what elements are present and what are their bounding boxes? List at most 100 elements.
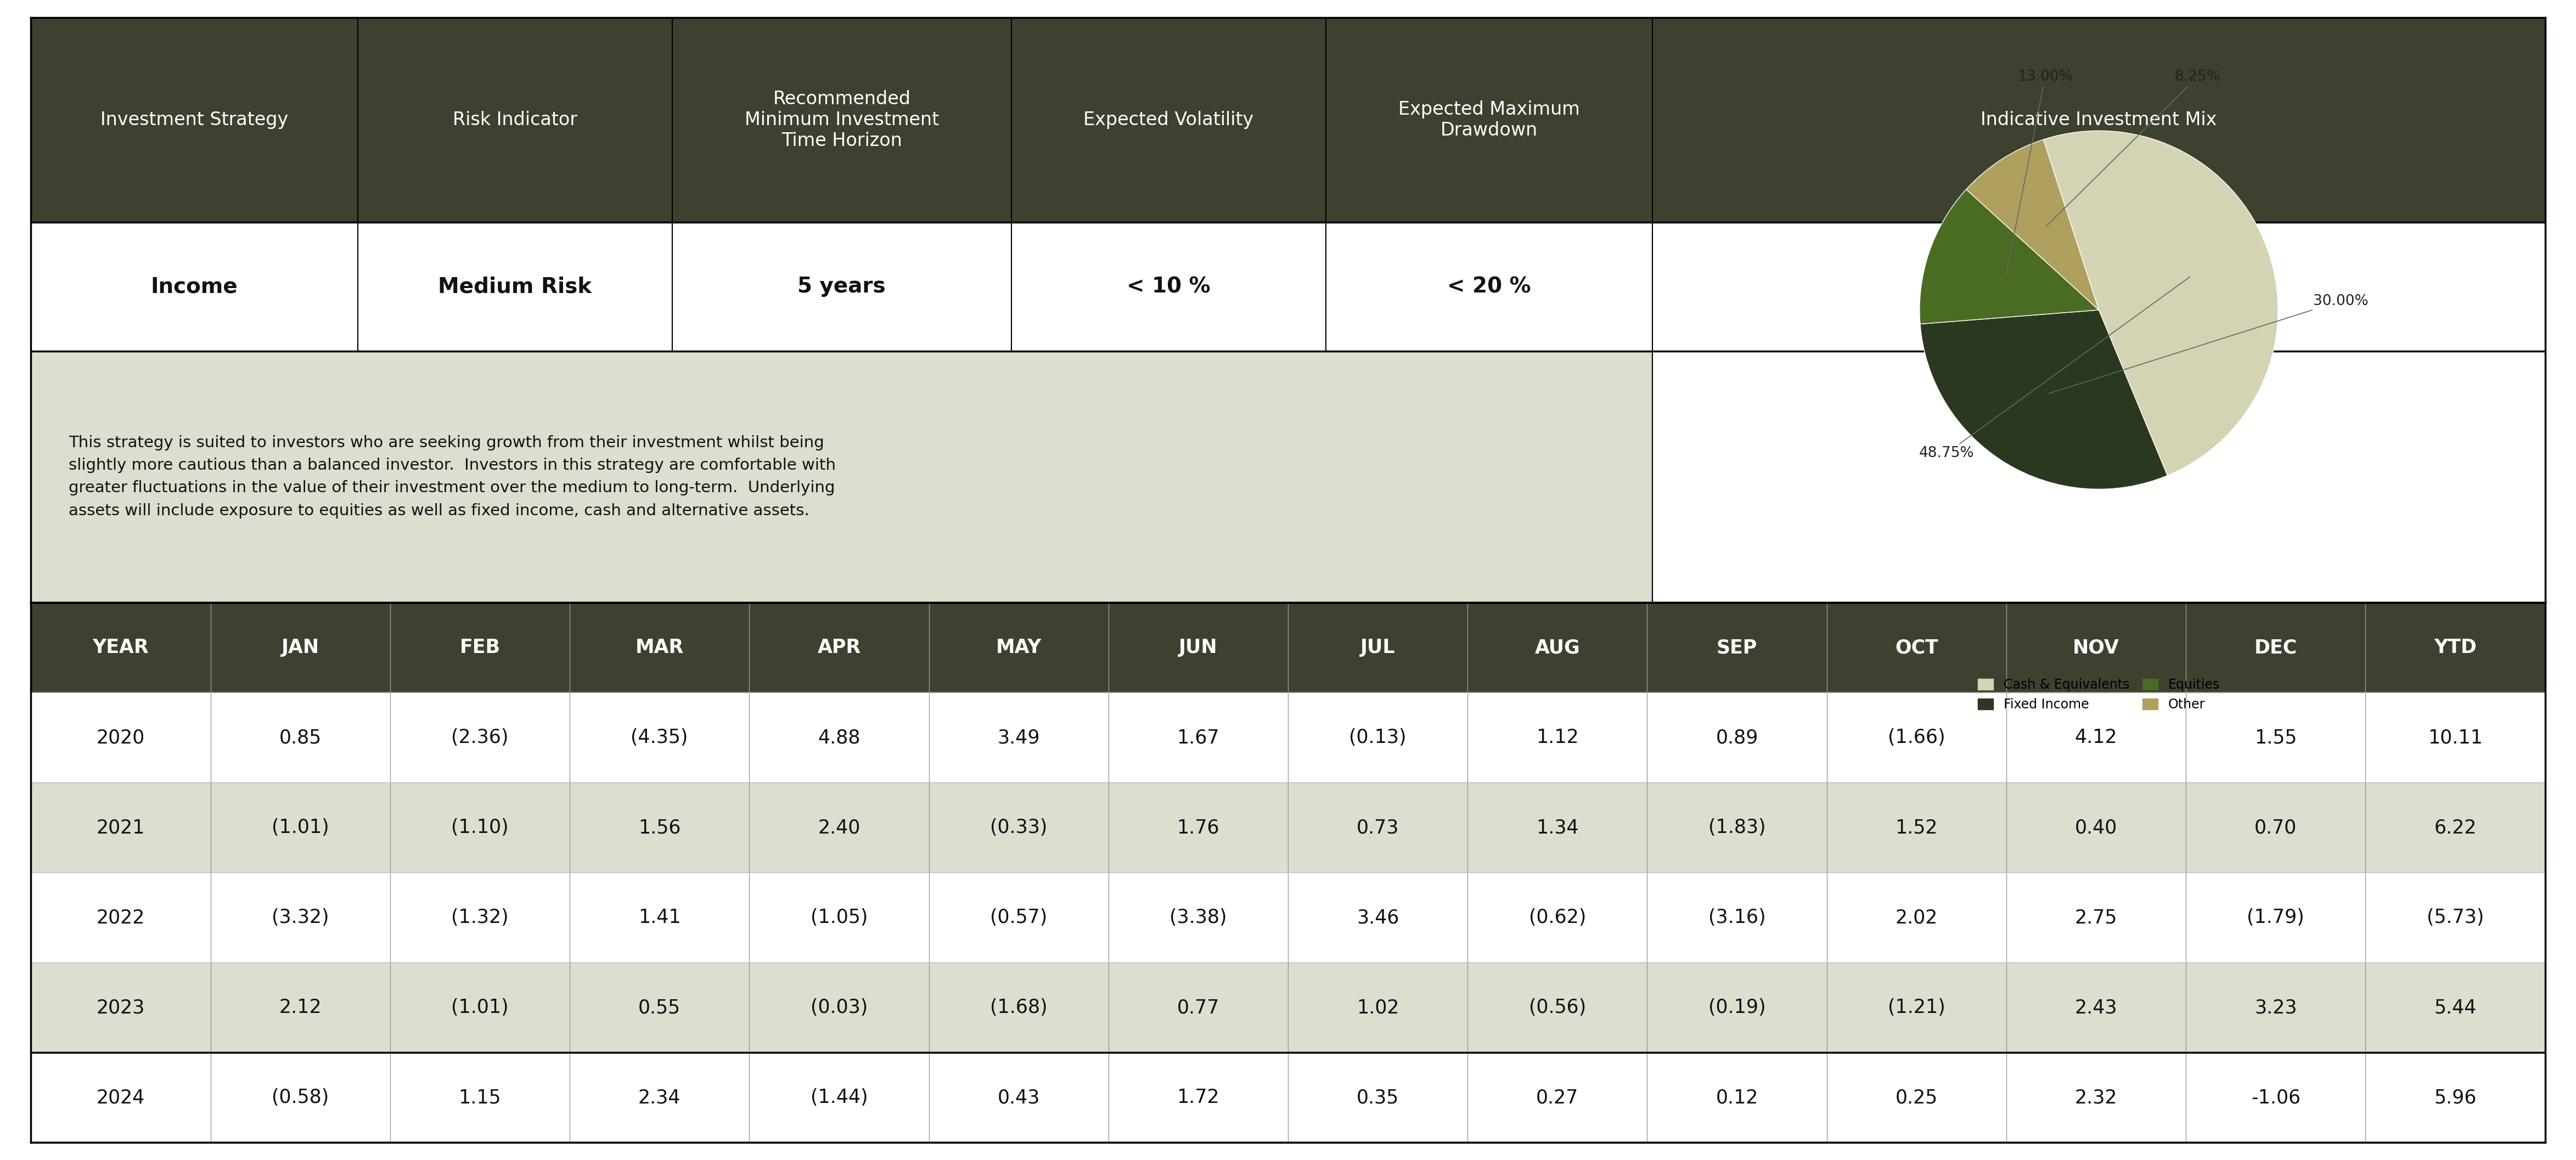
Text: 0.73: 0.73 <box>1358 818 1399 836</box>
Text: 0.40: 0.40 <box>2074 818 2117 836</box>
Text: 5.44: 5.44 <box>2434 999 2476 1017</box>
Bar <box>1646 602 1826 693</box>
Text: 0.43: 0.43 <box>997 1088 1041 1107</box>
Text: (1.05): (1.05) <box>811 908 868 927</box>
Text: This strategy is suited to investors who are seeking growth from their investmen: This strategy is suited to investors who… <box>70 435 835 519</box>
Text: 1.15: 1.15 <box>459 1088 502 1107</box>
Text: 1.56: 1.56 <box>639 818 680 836</box>
Bar <box>750 602 930 693</box>
Text: (5.73): (5.73) <box>2427 908 2483 927</box>
Text: 13.00%: 13.00% <box>2007 70 2074 276</box>
Bar <box>31 783 2545 872</box>
Bar <box>31 963 2545 1052</box>
Bar <box>31 693 2545 783</box>
Text: 48.75%: 48.75% <box>1919 277 2190 461</box>
Text: Risk Indicator: Risk Indicator <box>453 110 577 129</box>
Text: Medium Risk: Medium Risk <box>438 276 592 297</box>
Text: 2.32: 2.32 <box>2074 1088 2117 1107</box>
Text: 3.46: 3.46 <box>1358 908 1399 927</box>
Wedge shape <box>1919 189 2099 324</box>
Bar <box>1288 602 1468 693</box>
Text: 8.25%: 8.25% <box>2045 70 2221 226</box>
Bar <box>31 351 1654 602</box>
Text: 1.67: 1.67 <box>1177 728 1218 747</box>
Text: 2.34: 2.34 <box>639 1088 680 1107</box>
Text: (1.10): (1.10) <box>451 818 507 836</box>
Text: 10.11: 10.11 <box>2429 728 2483 747</box>
Text: 2021: 2021 <box>95 818 144 836</box>
Text: 2.75: 2.75 <box>2074 908 2117 927</box>
Text: 0.85: 0.85 <box>278 728 322 747</box>
Bar <box>31 17 2545 223</box>
Text: FEB: FEB <box>459 638 500 657</box>
Text: (1.66): (1.66) <box>1888 728 1945 747</box>
Text: 0.12: 0.12 <box>1716 1088 1759 1107</box>
Text: 4.12: 4.12 <box>2074 728 2117 747</box>
Text: (1.83): (1.83) <box>1708 818 1765 836</box>
Text: 2.12: 2.12 <box>278 999 322 1017</box>
Bar <box>2007 602 2187 693</box>
Text: DEC: DEC <box>2254 638 2298 657</box>
Bar <box>2365 602 2545 693</box>
Text: 1.02: 1.02 <box>1358 999 1399 1017</box>
Text: SEP: SEP <box>1716 638 1757 657</box>
Bar <box>569 602 750 693</box>
Text: (1.68): (1.68) <box>989 999 1048 1017</box>
Text: < 10 %: < 10 % <box>1126 276 1211 297</box>
Text: Income: Income <box>152 276 237 297</box>
Text: -1.06: -1.06 <box>2251 1088 2300 1107</box>
Text: (1.21): (1.21) <box>1888 999 1945 1017</box>
Text: YTD: YTD <box>2434 638 2476 657</box>
Text: (1.32): (1.32) <box>451 908 507 927</box>
Text: 0.25: 0.25 <box>1896 1088 1937 1107</box>
Text: MAR: MAR <box>636 638 683 657</box>
Bar <box>31 872 2545 963</box>
Text: APR: APR <box>817 638 860 657</box>
Text: JUL: JUL <box>1360 638 1396 657</box>
Text: Indicative Investment Mix: Indicative Investment Mix <box>1981 110 2218 129</box>
Bar <box>930 602 1108 693</box>
Wedge shape <box>2043 131 2277 476</box>
Text: (0.33): (0.33) <box>989 818 1048 836</box>
Text: 0.35: 0.35 <box>1358 1088 1399 1107</box>
Text: (1.44): (1.44) <box>811 1088 868 1107</box>
Text: (2.36): (2.36) <box>451 728 507 747</box>
Text: (1.01): (1.01) <box>270 818 330 836</box>
Text: 2.43: 2.43 <box>2074 999 2117 1017</box>
Text: (0.62): (0.62) <box>1528 908 1587 927</box>
Text: JAN: JAN <box>281 638 319 657</box>
Text: 0.89: 0.89 <box>1716 728 1759 747</box>
Text: 1.55: 1.55 <box>2254 728 2298 747</box>
Bar <box>211 602 389 693</box>
Text: JUN: JUN <box>1180 638 1218 657</box>
Text: (3.16): (3.16) <box>1708 908 1765 927</box>
Text: Investment Strategy: Investment Strategy <box>100 110 289 129</box>
Text: 1.76: 1.76 <box>1177 818 1218 836</box>
Text: Expected Maximum
Drawdown: Expected Maximum Drawdown <box>1399 100 1579 139</box>
Text: NOV: NOV <box>2074 638 2120 657</box>
Text: 0.27: 0.27 <box>1535 1088 1579 1107</box>
Text: 0.55: 0.55 <box>639 999 680 1017</box>
Text: (0.56): (0.56) <box>1528 999 1587 1017</box>
Text: AUG: AUG <box>1535 638 1579 657</box>
Bar <box>1826 602 2007 693</box>
Text: (1.79): (1.79) <box>2246 908 2306 927</box>
Text: 1.34: 1.34 <box>1535 818 1579 836</box>
Text: OCT: OCT <box>1896 638 1937 657</box>
Text: 4.88: 4.88 <box>817 728 860 747</box>
Text: Expected Volatility: Expected Volatility <box>1084 110 1255 129</box>
Legend: Cash & Equivalents, Fixed Income, Equities, Other: Cash & Equivalents, Fixed Income, Equiti… <box>1973 673 2226 717</box>
Bar <box>1108 602 1288 693</box>
Text: (3.38): (3.38) <box>1170 908 1226 927</box>
Text: 2.40: 2.40 <box>817 818 860 836</box>
Bar <box>31 602 211 693</box>
Bar <box>31 223 2545 351</box>
Text: 30.00%: 30.00% <box>2048 293 2367 393</box>
Text: (3.32): (3.32) <box>270 908 330 927</box>
Bar <box>1468 602 1646 693</box>
Text: 1.12: 1.12 <box>1535 728 1579 747</box>
Text: 1.72: 1.72 <box>1177 1088 1218 1107</box>
Bar <box>31 1052 2545 1143</box>
Text: 3.49: 3.49 <box>997 728 1041 747</box>
Text: 2.02: 2.02 <box>1896 908 1937 927</box>
